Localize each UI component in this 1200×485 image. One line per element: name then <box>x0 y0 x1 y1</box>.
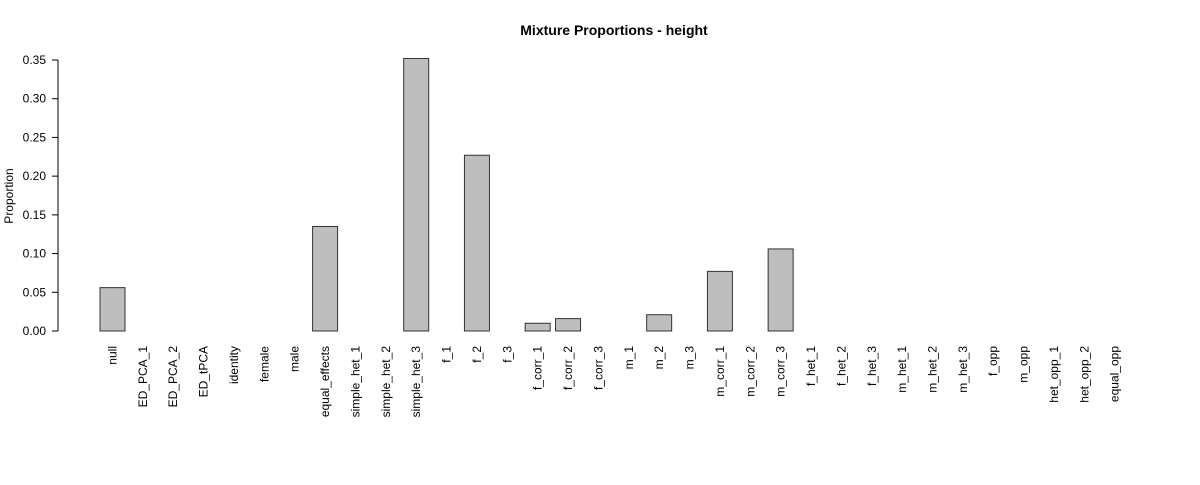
y-tick-label: 0.15 <box>23 208 47 222</box>
y-tick-label: 0.30 <box>23 92 47 106</box>
bar-f-2 <box>463 154 490 332</box>
x-tick-label: f_het_3 <box>865 346 879 386</box>
x-tick-label: f_corr_1 <box>531 346 545 390</box>
x-tick-label: m_corr_3 <box>774 346 788 397</box>
y-tick-label: 0.05 <box>23 285 47 299</box>
x-tick-label: f_1 <box>440 346 454 363</box>
bar-m-2 <box>646 314 673 332</box>
chart-title: Mixture Proportions - height <box>520 22 708 38</box>
x-tick-label: f_opp <box>986 346 1000 376</box>
x-tick-label: m_corr_2 <box>743 346 757 397</box>
x-tick-label: f_corr_3 <box>591 346 605 390</box>
x-tick-label: equal_effects <box>318 346 332 417</box>
x-tick-label: simple_het_2 <box>379 346 393 418</box>
x-tick-label: m_2 <box>652 346 666 370</box>
bars-group <box>99 57 794 332</box>
y-tick-label: 0.00 <box>23 324 47 338</box>
x-tick-label: m_opp <box>1017 346 1031 383</box>
bar-m-corr-3 <box>767 248 794 332</box>
y-axis: 0.00 0.05 0.10 0.15 0.20 0.25 0.30 0.35 <box>23 53 59 338</box>
y-tick-label: 0.25 <box>23 130 47 144</box>
x-tick-label: f_corr_2 <box>561 346 575 390</box>
x-tick-label: m_3 <box>683 346 697 370</box>
x-tick-label: f_het_2 <box>834 346 848 386</box>
x-tick-label: female <box>257 346 271 382</box>
x-tick-labels: null ED_PCA_1 ED_PCA_2 ED_tPCA identity femal… <box>106 346 1122 418</box>
x-tick-label: f_2 <box>470 346 484 363</box>
x-tick-label: equal_opp <box>1108 346 1122 402</box>
x-tick-label: m_corr_1 <box>713 346 727 397</box>
bar-f-corr-1 <box>524 322 551 332</box>
x-tick-label: male <box>288 346 302 372</box>
x-tick-label: simple_het_1 <box>348 346 362 418</box>
y-tick-label: 0.10 <box>23 247 47 261</box>
bar-f-corr-2 <box>555 318 582 332</box>
x-tick-label: m_het_2 <box>925 346 939 393</box>
bar-simple-het-3 <box>403 57 430 332</box>
x-tick-label: m_het_3 <box>956 346 970 393</box>
y-tick-label: 0.35 <box>23 53 47 67</box>
bar-equal-effects <box>312 225 339 332</box>
x-tick-label: simple_het_3 <box>409 346 423 418</box>
x-tick-label: ED_PCA_1 <box>136 346 150 408</box>
y-tick-label: 0.20 <box>23 169 47 183</box>
x-tick-label: m_1 <box>622 346 636 370</box>
bar-m-corr-1 <box>706 270 733 332</box>
x-tick-label: f_het_1 <box>804 346 818 386</box>
x-tick-label: ED_tPCA <box>197 346 211 397</box>
x-tick-label: f_3 <box>500 346 514 363</box>
x-tick-label: het_opp_1 <box>1047 346 1061 403</box>
x-tick-label: het_opp_2 <box>1077 346 1091 403</box>
x-tick-label: ED_PCA_2 <box>166 346 180 408</box>
y-axis-label: Proportion <box>2 168 16 223</box>
x-tick-label: null <box>106 346 120 365</box>
x-tick-label: identity <box>227 346 241 384</box>
bar-null <box>99 287 126 332</box>
x-tick-label: m_het_1 <box>895 346 909 393</box>
